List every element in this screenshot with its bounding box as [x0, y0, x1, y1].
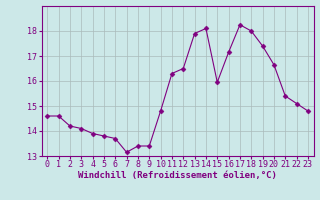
X-axis label: Windchill (Refroidissement éolien,°C): Windchill (Refroidissement éolien,°C): [78, 171, 277, 180]
